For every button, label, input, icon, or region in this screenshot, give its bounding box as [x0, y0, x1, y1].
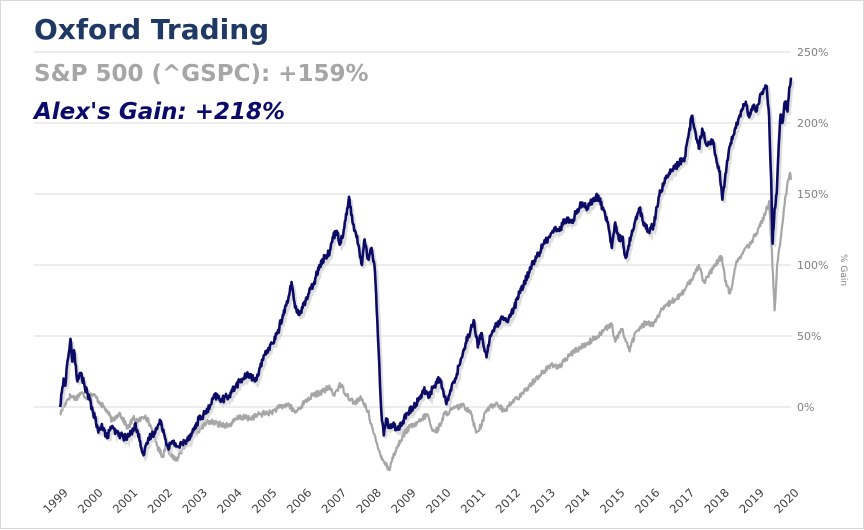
- x-tick-label: 2011: [458, 486, 489, 517]
- x-tick-label: 2012: [493, 486, 524, 517]
- x-tick-label: 2018: [702, 486, 733, 517]
- x-tick-label: 2002: [145, 486, 176, 517]
- alex-gain-label: Alex's Gain: +218%: [34, 99, 286, 125]
- x-tick-label: 2020: [771, 486, 802, 517]
- alex-gain-line: [58, 77, 793, 457]
- x-tick-label: 2001: [110, 486, 141, 517]
- y-tick-label: 0%: [797, 401, 814, 414]
- x-tick-label: 2016: [632, 486, 663, 517]
- alex-gain-line-shadow: [60, 80, 795, 463]
- y-axis: 250% 200% 150% 100% 50% 0%: [797, 46, 828, 414]
- x-tick-label: 2007: [319, 486, 350, 517]
- series-layer: [58, 77, 795, 472]
- chart-title: Oxford Trading: [34, 13, 270, 46]
- x-tick-label: 2019: [736, 486, 767, 517]
- sp500-gain-label: S&P 500 (^GSPC): +159%: [34, 61, 369, 87]
- x-tick-label: 2015: [597, 486, 628, 517]
- x-tick-label: 2004: [214, 486, 245, 517]
- x-tick-label: 2000: [75, 486, 106, 517]
- y-tick-label: 200%: [797, 117, 828, 130]
- x-tick-label: 2010: [423, 486, 454, 517]
- x-tick-label: 2003: [179, 486, 210, 517]
- x-tick-label: 2009: [388, 486, 419, 517]
- y-tick-label: 250%: [797, 46, 828, 59]
- y-axis-label: % Gain: [838, 254, 848, 286]
- x-tick-label: 2014: [562, 486, 593, 517]
- x-tick-label: 2005: [249, 486, 280, 517]
- x-tick-label: 2008: [353, 486, 384, 517]
- x-tick-label: 2017: [667, 486, 698, 517]
- x-tick-label: 1999: [40, 486, 71, 517]
- y-tick-label: 50%: [797, 330, 821, 343]
- x-axis: 1999 2000 2001 2002 2003 2004 2005 2006 2007 2008…: [40, 486, 802, 517]
- y-tick-label: 100%: [797, 259, 828, 272]
- sp500-line: [59, 171, 793, 472]
- y-tick-label: 150%: [797, 188, 828, 201]
- x-tick-label: 2013: [527, 486, 558, 517]
- x-tick-label: 2006: [284, 486, 315, 517]
